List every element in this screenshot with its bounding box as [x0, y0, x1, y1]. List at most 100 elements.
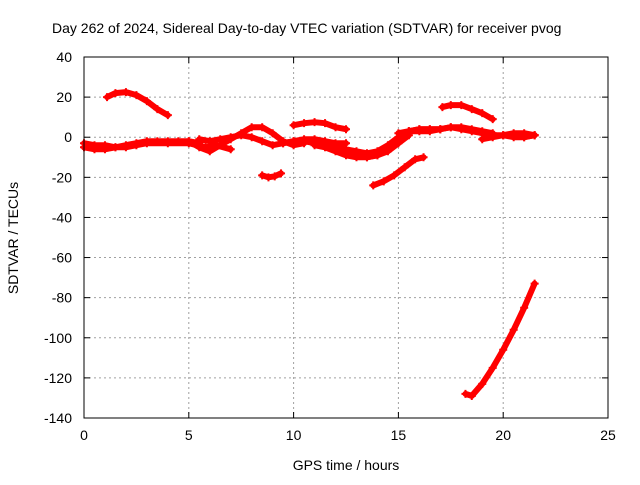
data-point — [342, 149, 350, 158]
data-point — [530, 131, 539, 140]
data-point — [499, 131, 508, 140]
data-point — [195, 135, 204, 144]
series-arc-15 — [438, 101, 497, 124]
data-point — [342, 125, 350, 134]
data-point — [530, 279, 539, 288]
data-point — [352, 151, 361, 160]
data-point — [411, 155, 420, 164]
data-point — [205, 137, 214, 146]
data-point — [268, 129, 277, 138]
data-point — [394, 129, 403, 138]
series-trace — [500, 130, 538, 139]
data-point — [237, 131, 246, 140]
data-point — [90, 145, 99, 154]
data-point — [279, 139, 288, 148]
data-point — [457, 101, 466, 110]
data-point — [520, 129, 529, 138]
data-point — [488, 363, 497, 372]
data-point — [163, 111, 172, 120]
x-tick-label: 5 — [185, 427, 193, 443]
data-point — [520, 303, 529, 312]
series-arc-18 — [461, 279, 539, 400]
data-point — [310, 118, 319, 127]
data-point — [331, 145, 340, 154]
data-point — [379, 177, 388, 186]
data-point — [400, 163, 409, 172]
data-point — [142, 97, 151, 106]
y-tick-label: -20 — [52, 169, 72, 185]
axis-ticks: 0 5 10 15 20 25 -140 -120 -100 -80 -60 -40 -20 0 20 40 — [44, 49, 616, 443]
data-point — [461, 389, 470, 398]
data-point — [321, 119, 330, 128]
data-point — [111, 89, 120, 98]
data-point — [394, 139, 403, 148]
data-point — [195, 143, 204, 152]
y-tick-label: -60 — [52, 250, 72, 266]
series-arc-6 — [258, 169, 286, 182]
data-point — [216, 135, 225, 144]
data-point — [446, 101, 455, 110]
data-point — [268, 141, 277, 150]
data-point — [404, 127, 413, 136]
data-point — [438, 103, 447, 112]
data-point — [258, 171, 267, 180]
data-point — [132, 91, 141, 100]
data-point — [103, 93, 112, 102]
series-arc-12 — [369, 153, 428, 190]
x-tick-label: 0 — [80, 427, 88, 443]
x-tick-label: 15 — [391, 427, 407, 443]
data-point — [415, 127, 424, 136]
data-point — [457, 123, 466, 132]
data-point — [277, 169, 286, 178]
data-point — [383, 147, 392, 156]
data-point — [142, 139, 151, 148]
data-point — [369, 181, 378, 190]
data-point — [478, 127, 487, 136]
data-point — [163, 139, 172, 148]
y-tick-label: -40 — [52, 209, 72, 225]
data-point — [509, 325, 518, 334]
series-arc-14 — [404, 123, 497, 138]
data-point — [300, 137, 309, 146]
plot-frame — [83, 56, 609, 419]
data-point — [362, 153, 371, 162]
x-axis-label: GPS time / hours — [293, 457, 400, 473]
data-point — [373, 151, 382, 160]
data-point — [488, 115, 497, 124]
x-tick-label: 20 — [495, 427, 511, 443]
series-arc-8 — [289, 118, 350, 134]
series-trace — [196, 132, 297, 149]
data-point — [226, 145, 235, 154]
data-point — [467, 391, 476, 400]
data-point — [100, 145, 109, 154]
chart-title: Day 262 of 2024, Sidereal Day-to-day VTE… — [52, 20, 561, 36]
data-point — [331, 123, 340, 132]
data-point — [289, 121, 298, 130]
data-point — [258, 123, 267, 132]
data-point — [132, 141, 141, 150]
data-point — [270, 172, 279, 181]
y-axis-label: SDTVAR / TECUs — [5, 182, 21, 294]
series-trace — [462, 280, 538, 399]
data-point — [310, 141, 319, 150]
data-point — [226, 133, 235, 142]
data-point — [488, 133, 497, 142]
data-point — [184, 137, 193, 146]
data-point — [446, 123, 455, 132]
y-tick-label: 20 — [56, 89, 72, 105]
data-point — [509, 129, 518, 138]
data-point — [419, 153, 428, 162]
data-point — [247, 133, 256, 142]
data-point — [300, 119, 309, 128]
y-tick-label: 40 — [56, 49, 72, 65]
data-point — [425, 127, 434, 136]
data-point — [289, 137, 298, 146]
series-arc-11 — [331, 131, 413, 162]
data-point — [247, 123, 256, 132]
data-point — [478, 135, 487, 144]
data-series — [80, 88, 539, 400]
data-point — [121, 143, 130, 152]
